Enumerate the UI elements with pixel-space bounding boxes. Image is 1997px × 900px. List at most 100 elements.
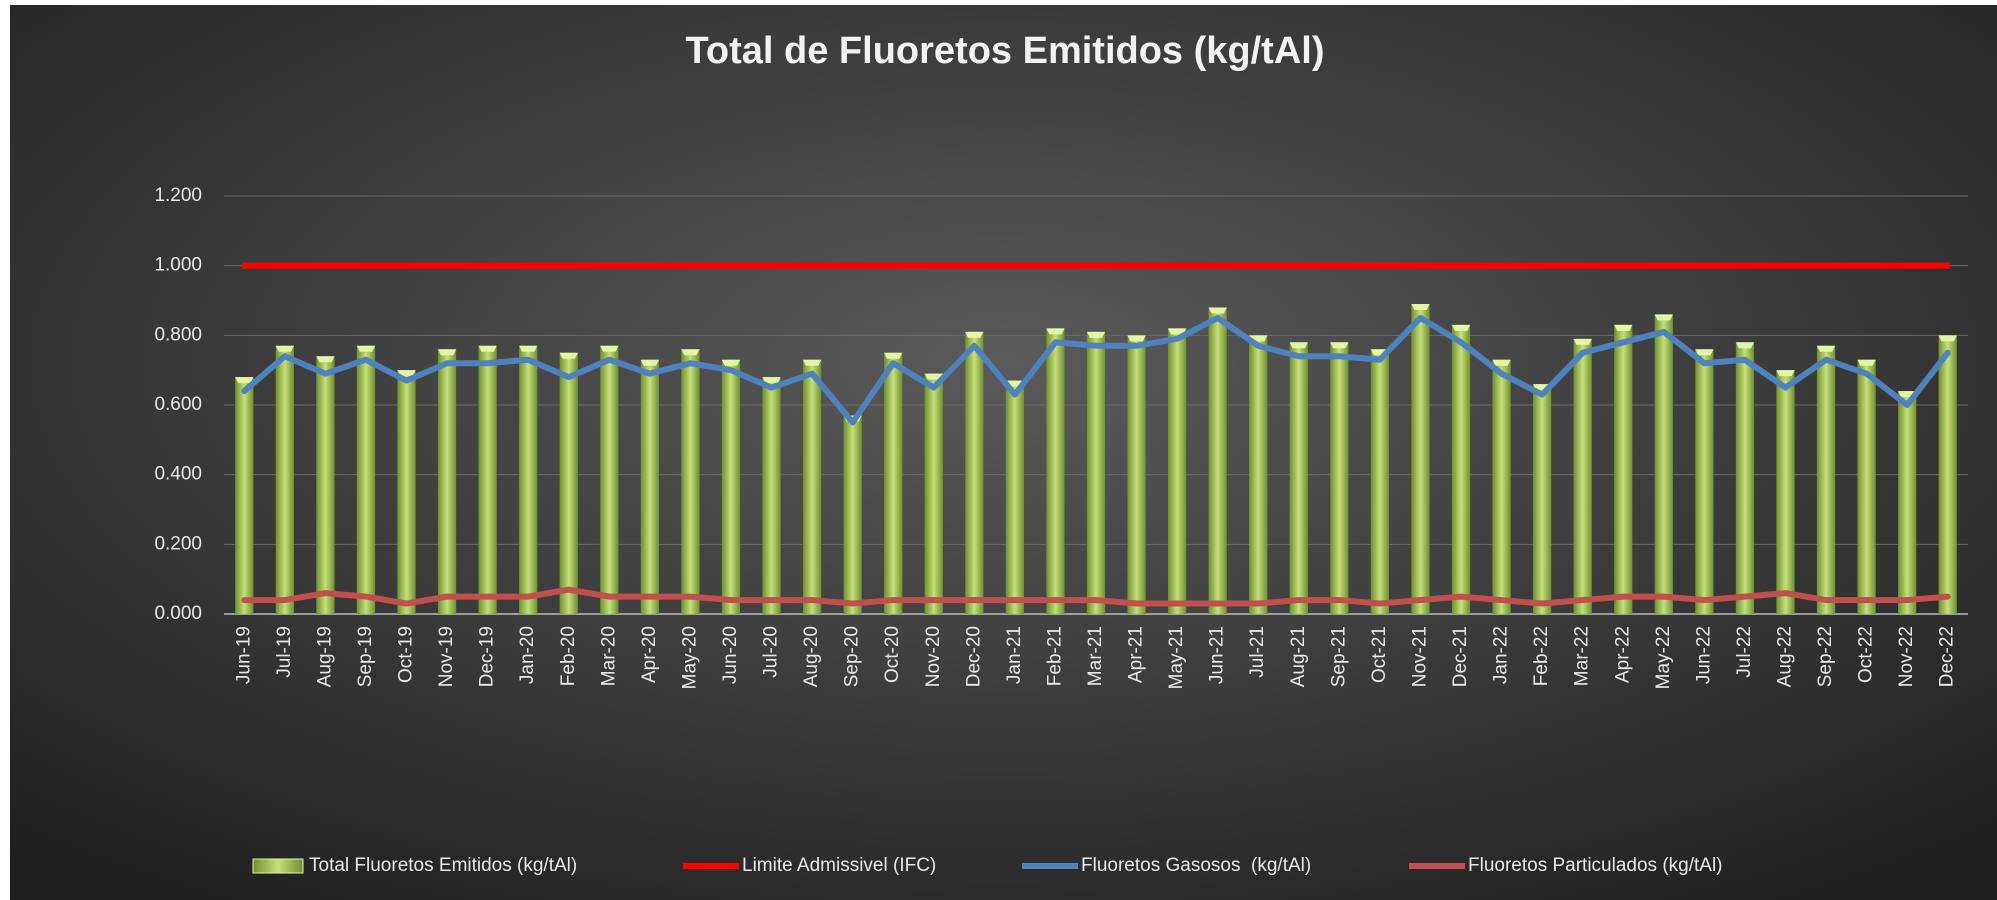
x-tick-label: Jul-22 [1734, 626, 1755, 678]
bar [437, 349, 457, 614]
bar-cap [1451, 324, 1471, 331]
legend-label: Fluoretos Particulados (kg/tAl) [1468, 855, 1723, 876]
bar [235, 377, 254, 614]
x-tick-label: Nov-20 [923, 626, 944, 687]
bar-cap [559, 352, 578, 359]
x-tick-label: Apr-21 [1126, 626, 1147, 683]
x-tick-label: Feb-22 [1531, 626, 1552, 686]
x-tick-label: Jun-21 [1207, 626, 1228, 684]
bar [721, 359, 741, 614]
legend-label: Limite Admissivel (IFC) [742, 855, 936, 876]
bar [640, 359, 659, 614]
x-tick-label: Mar-20 [598, 626, 619, 686]
bar-cap [1167, 328, 1187, 335]
bar [275, 345, 294, 614]
bar [1654, 314, 1673, 614]
x-tick-label: Jan-22 [1491, 626, 1512, 684]
x-tick-label: Jan-21 [1004, 626, 1025, 684]
bar [1249, 335, 1268, 614]
x-tick-label: May-21 [1166, 626, 1187, 689]
y-tick-label: 0.200 [154, 533, 202, 554]
x-tick-label: May-22 [1653, 626, 1674, 689]
bar-cap [1289, 342, 1308, 349]
bar [519, 345, 538, 614]
bar [1127, 335, 1146, 614]
x-tick-label: Apr-22 [1612, 626, 1633, 683]
x-tick-label: Nov-21 [1409, 626, 1430, 687]
bar [924, 373, 943, 614]
x-tick-label: Jan-20 [517, 626, 538, 684]
bar [1816, 345, 1836, 614]
bar [1289, 342, 1308, 614]
x-tick-label: Sep-19 [355, 626, 376, 687]
x-tick-label: Jul-21 [1247, 626, 1268, 678]
x-tick-label: Dec-22 [1937, 626, 1958, 687]
bar-cap [478, 345, 497, 352]
x-tick-label: Mar-21 [1085, 626, 1106, 686]
legend-label: Fluoretos Gasosos (kg/tAl) [1081, 855, 1311, 876]
bar-cap [275, 345, 294, 352]
bar [1005, 380, 1025, 614]
bar [356, 345, 376, 614]
x-tick-label: Jun-19 [233, 626, 254, 684]
bar [1046, 328, 1065, 614]
bar-cap [397, 370, 416, 377]
bar-cap [437, 349, 457, 356]
bar [884, 352, 903, 614]
bar-cap [1411, 303, 1430, 310]
bar [1086, 331, 1106, 614]
bar [1330, 342, 1349, 614]
bar [1533, 384, 1552, 614]
bar [1898, 391, 1917, 614]
bar-cap [600, 345, 619, 352]
y-tick-label: 1.000 [154, 255, 202, 276]
x-tick-label: Sep-22 [1815, 626, 1836, 687]
y-tick-label: 0.600 [154, 394, 202, 415]
line [241, 586, 1951, 607]
line [241, 314, 1951, 426]
bar-cap [235, 377, 254, 384]
bar [1938, 335, 1957, 614]
bar-cap [965, 331, 984, 338]
bar-cap [1086, 331, 1106, 338]
x-tick-label: Sep-21 [1328, 626, 1349, 687]
bar-cap [1046, 328, 1065, 335]
x-tick-label: Jun-20 [720, 626, 741, 684]
bar [316, 356, 335, 614]
bar [965, 331, 984, 614]
bar-cap [1695, 349, 1714, 356]
bar-cap [316, 356, 335, 363]
bar [681, 349, 700, 614]
bar [1370, 349, 1390, 614]
bar [559, 352, 578, 614]
bar-cap [1330, 342, 1349, 349]
chart-title: Total de Fluoretos Emitidos (kg/tAl) [686, 30, 1325, 72]
x-tick-label: Oct-19 [396, 626, 417, 683]
bar-cap [356, 345, 376, 352]
bar [397, 370, 416, 614]
bar-cap [1614, 324, 1633, 331]
bar-cap [1127, 335, 1146, 342]
y-tick-label: 0.400 [154, 464, 202, 485]
bar-cap [802, 359, 822, 366]
bar-cap [1735, 342, 1755, 349]
bar-cap [1573, 338, 1592, 345]
bar-cap [1776, 370, 1795, 377]
bar-cap [1938, 335, 1957, 342]
bar [1411, 303, 1430, 614]
bar [1451, 324, 1471, 614]
bar [600, 345, 619, 614]
x-tick-label: Feb-21 [1044, 626, 1065, 686]
x-tick-label: Feb-20 [558, 626, 579, 686]
y-tick-label: 1.200 [154, 185, 202, 206]
bar-cap [640, 359, 659, 366]
x-tick-label: Oct-20 [882, 626, 903, 683]
x-tick-label: Oct-21 [1369, 626, 1390, 683]
bar-cap [1857, 359, 1876, 366]
bar-cap [1492, 359, 1511, 366]
bar [1208, 307, 1227, 614]
bar [478, 345, 497, 614]
bar [1857, 359, 1876, 614]
legend-swatch [252, 858, 304, 874]
